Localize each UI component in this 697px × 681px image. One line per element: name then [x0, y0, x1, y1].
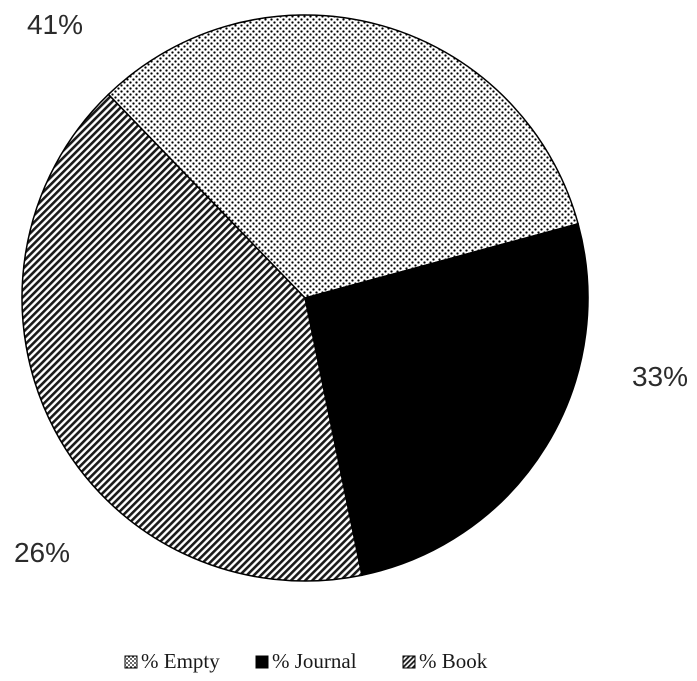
legend-swatch-book: [402, 655, 416, 669]
legend-label-empty: % Empty: [141, 649, 220, 673]
slice-label-empty: 33%: [632, 361, 688, 392]
legend-label-book: % Book: [419, 649, 488, 673]
legend-swatch-journal: [255, 655, 269, 669]
legend-label-journal: % Journal: [272, 649, 357, 673]
pie-slice-journal: [304, 222, 589, 577]
pie-slice-book: [21, 93, 363, 582]
slice-label-book: 41%: [27, 9, 83, 40]
legend-swatch-empty: [124, 655, 138, 669]
slice-label-journal: 26%: [14, 537, 70, 568]
pie-slice-empty: [107, 14, 580, 299]
